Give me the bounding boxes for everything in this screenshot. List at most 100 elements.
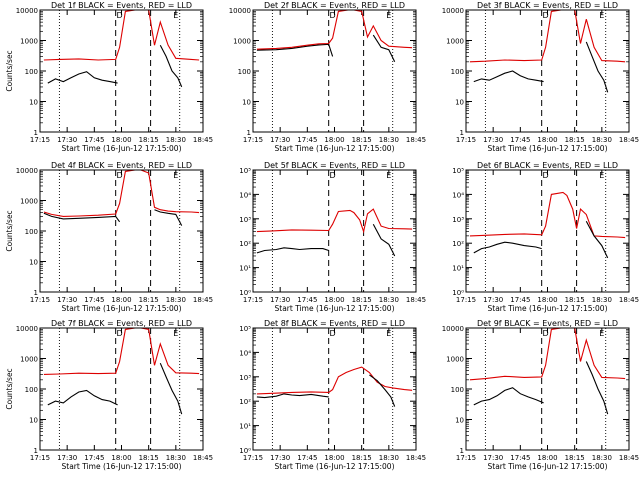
x-tick-label: 18:15	[352, 454, 372, 462]
y-tick-label: 10²	[239, 398, 251, 406]
y-tick-label: 1000	[20, 356, 38, 364]
x-tick-label: 17:45	[84, 454, 104, 462]
y-tick-label: 100	[25, 228, 38, 236]
x-tick-label: 18:30	[379, 296, 399, 304]
x-tick-label: 18:15	[139, 136, 159, 144]
y-tick-label: 1	[247, 129, 251, 137]
marker-label: E	[173, 11, 178, 20]
marker-label: E	[599, 329, 604, 338]
y-tick-label: 1000	[233, 38, 251, 46]
x-tick-label: 18:45	[193, 136, 213, 144]
x-tick-label: 17:30	[270, 296, 290, 304]
y-axis-label: Counts/sec	[5, 50, 14, 91]
y-tick-label: 1	[460, 447, 464, 455]
plot-frame	[39, 9, 204, 133]
y-tick-label: 100	[25, 386, 38, 394]
x-tick-label: 17:45	[510, 296, 530, 304]
black-events-series-3	[159, 362, 183, 415]
panel-6: Det 6f BLACK = Events, RED = LLD 10⁰ 10¹ 10…	[452, 161, 639, 313]
panel-title: Det 2f BLACK = Events, RED = LLD	[264, 1, 405, 10]
y-tick-label: 10⁰	[239, 289, 251, 297]
panel-title: Det 7f BLACK = Events, RED = LLD	[51, 319, 192, 328]
black-events-series-3	[369, 374, 396, 407]
x-tick-label: 17:15	[456, 136, 476, 144]
panel-title: Det 5f BLACK = Events, RED = LLD	[264, 161, 405, 170]
x-tick-label: 18:15	[352, 296, 372, 304]
black-events-series-3	[372, 223, 396, 257]
x-tick-label: 17:45	[84, 136, 104, 144]
marker-label: D	[329, 171, 335, 180]
x-tick-label: 18:00	[537, 296, 557, 304]
x-tick-label: 17:45	[510, 136, 530, 144]
marker-label: D	[116, 171, 122, 180]
x-tick-label: 17:45	[297, 454, 317, 462]
black-events-series-3	[159, 44, 183, 88]
marker-label: E	[386, 171, 391, 180]
x-tick-label: 17:30	[57, 454, 77, 462]
x-tick-label: 18:45	[619, 136, 639, 144]
x-tick-label: 18:45	[619, 454, 639, 462]
x-tick-label: 18:30	[166, 454, 186, 462]
x-tick-label: 18:00	[537, 454, 557, 462]
x-tick-label: 17:45	[84, 296, 104, 304]
y-tick-label: 10¹	[452, 265, 464, 273]
x-tick-label: 18:15	[139, 296, 159, 304]
marker-label: D	[329, 329, 335, 338]
x-tick-label: 18:30	[379, 454, 399, 462]
x-tick-label: 18:30	[379, 136, 399, 144]
x-axis-label: Start Time (16-Jun-12 17:15:00)	[62, 304, 182, 313]
y-tick-label: 10⁴	[239, 191, 251, 199]
plot-frame	[465, 9, 630, 133]
x-tick-label: 18:15	[565, 136, 585, 144]
y-tick-label: 10¹	[239, 265, 251, 273]
x-tick-label: 18:00	[324, 296, 344, 304]
x-tick-label: 18:45	[406, 136, 426, 144]
panel-5: Det 5f BLACK = Events, RED = LLD 10⁰ 10¹ 10…	[239, 161, 426, 313]
plot-frame	[252, 9, 417, 133]
x-tick-label: 18:45	[406, 454, 426, 462]
red-lld-series	[256, 366, 413, 395]
x-tick-label: 17:30	[483, 296, 503, 304]
y-tick-label: 100	[25, 68, 38, 76]
panel-title: Det 8f BLACK = Events, RED = LLD	[264, 319, 405, 328]
black-events-series-3	[372, 34, 396, 63]
x-tick-label: 17:30	[483, 136, 503, 144]
x-tick-label: 17:30	[483, 454, 503, 462]
black-events-series-1	[256, 43, 334, 57]
y-tick-label: 1000	[446, 38, 464, 46]
x-tick-label: 17:30	[57, 136, 77, 144]
x-tick-label: 17:15	[243, 296, 263, 304]
y-tick-label: 1	[460, 129, 464, 137]
x-tick-label: 17:45	[510, 454, 530, 462]
panel-8: Det 8f BLACK = Events, RED = LLD 10⁰ 10¹ 10…	[239, 319, 426, 471]
black-events-series-3	[154, 209, 183, 226]
y-tick-label: 1	[34, 447, 38, 455]
panel-4: Det 4f BLACK = Events, RED = LLD 1 10 100 10…	[5, 161, 213, 313]
marker-label: E	[599, 171, 604, 180]
y-tick-label: 1	[34, 289, 38, 297]
x-tick-label: 18:30	[166, 136, 186, 144]
y-tick-label: 10³	[239, 216, 251, 224]
x-tick-label: 18:45	[193, 296, 213, 304]
x-tick-label: 18:00	[111, 136, 131, 144]
y-tick-label: 10	[242, 99, 251, 107]
marker-label: E	[386, 329, 391, 338]
x-axis-label: Start Time (16-Jun-12 17:15:00)	[488, 144, 608, 153]
y-tick-label: 1000	[446, 356, 464, 364]
black-events-series-1	[473, 387, 544, 406]
x-tick-label: 17:30	[270, 136, 290, 144]
y-tick-label: 100	[451, 386, 464, 394]
x-tick-label: 17:45	[297, 296, 317, 304]
x-tick-label: 18:00	[324, 454, 344, 462]
red-lld-series	[469, 191, 626, 239]
y-tick-label: 100	[451, 68, 464, 76]
y-tick-label: 10	[455, 417, 464, 425]
y-tick-label: 10³	[239, 374, 251, 382]
x-tick-label: 17:15	[30, 296, 50, 304]
y-tick-label: 10	[29, 99, 38, 107]
y-tick-label: 10000	[16, 167, 38, 175]
y-tick-label: 10⁴	[452, 191, 464, 199]
plot-frame	[465, 169, 630, 293]
y-tick-label: 10⁰	[452, 289, 464, 297]
y-tick-label: 10²	[239, 240, 251, 248]
